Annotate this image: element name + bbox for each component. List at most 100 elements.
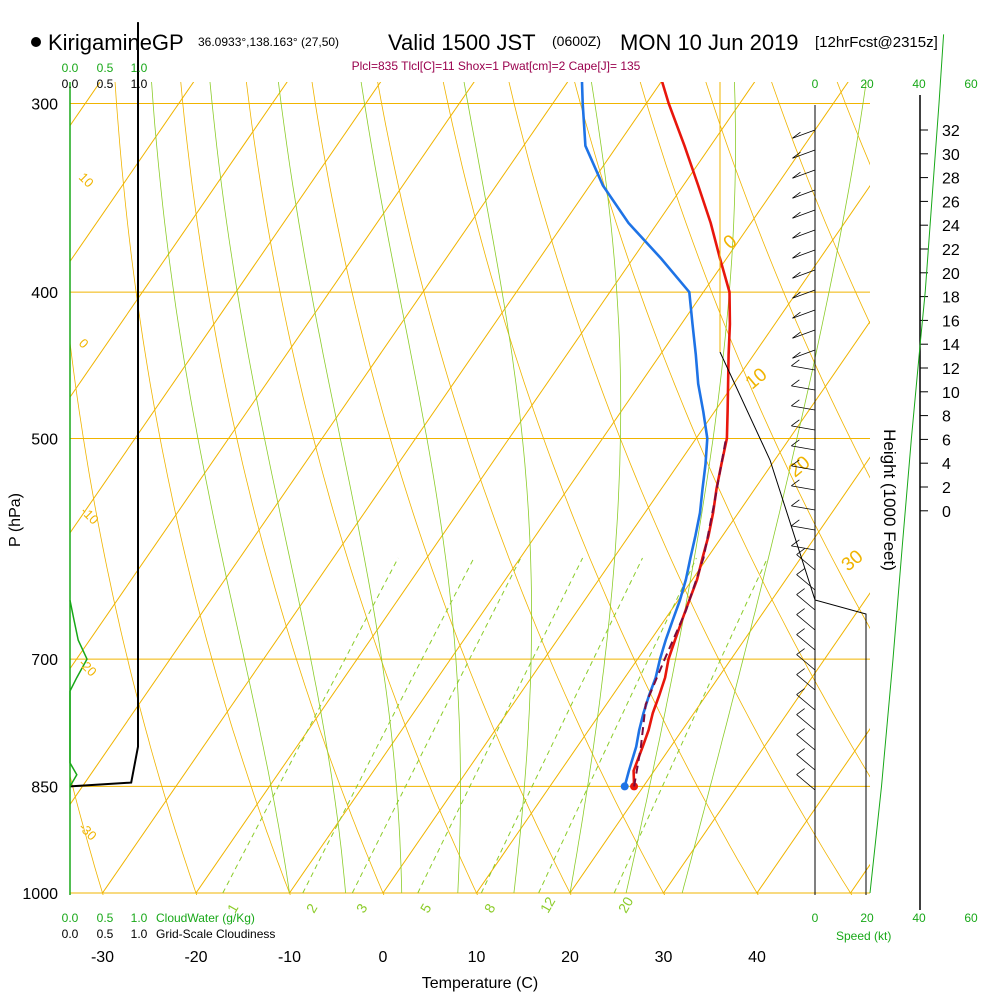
moist-adiabat <box>569 82 622 894</box>
wind-barb-flag <box>796 708 805 715</box>
wind-barb-flag <box>792 151 801 159</box>
speed-bottom-tick: 40 <box>912 911 926 925</box>
mixing-ratio-label: 2 <box>303 901 321 916</box>
mixing-ratio-line <box>480 557 643 894</box>
height-tick-label: 2 <box>942 480 951 497</box>
wind-barb <box>796 554 816 571</box>
cloudiness-bottom-tick: 0.5 <box>97 927 114 941</box>
wind-barb <box>796 574 816 591</box>
wind-barb <box>791 525 816 531</box>
wind-barb <box>792 349 816 359</box>
mixing-ratio-label: 3 <box>353 901 371 916</box>
cloudwater-bottom-tick: 1.0 <box>131 911 148 925</box>
moist-adiabat <box>151 82 290 894</box>
isotherm-line <box>569 456 870 894</box>
pressure-tick-label: 850 <box>31 779 58 796</box>
station-marker-icon <box>31 37 41 47</box>
wind-barb <box>796 614 816 631</box>
wind-panel-boundary <box>719 351 867 895</box>
cloudwater-profile <box>69 600 88 787</box>
wind-barb-flag <box>791 379 800 387</box>
mixing-ratio-line <box>222 557 399 894</box>
wind-barb-flag <box>791 359 800 367</box>
mixing-ratio-line <box>351 557 522 894</box>
cloudwater-top-tick: 0.0 <box>62 61 79 75</box>
wind-barb <box>791 545 816 551</box>
speed-top-tick: 0 <box>812 77 819 91</box>
temperature-line <box>632 82 732 787</box>
x-tick-label: 30 <box>655 949 673 966</box>
moist-adiabat <box>209 82 346 894</box>
height-tick-label: 6 <box>942 432 951 449</box>
height-tick-label: 26 <box>942 194 960 211</box>
dry-adiabat <box>574 82 870 778</box>
dry-adiabat-label: 0 <box>76 336 92 352</box>
wind-barb-flag <box>791 459 800 467</box>
height-tick-label: 28 <box>942 171 960 188</box>
speed-bottom-tick: 0 <box>812 911 819 925</box>
isotherm-line <box>195 82 756 894</box>
wind-barb-flag <box>796 568 805 575</box>
dry-adiabat <box>771 82 870 325</box>
mixing-ratio-label: 12 <box>537 894 559 916</box>
mixing-ratio-line <box>302 557 475 894</box>
wind-barb-flag <box>796 588 805 595</box>
cloudwater-top-tick: 0.5 <box>97 61 114 75</box>
forecast-info: [12hrFcst@2315z] <box>815 34 938 51</box>
wind-barb <box>792 149 816 159</box>
isotherm-line <box>70 82 569 806</box>
wind-barb <box>792 229 816 239</box>
wind-barb-flag <box>792 251 801 259</box>
dry-adiabat <box>114 82 291 895</box>
wind-barb-flag <box>792 331 801 339</box>
x-tick-label: 0 <box>379 949 388 966</box>
moist-adiabat <box>463 82 532 894</box>
height-profile-line <box>869 34 945 894</box>
x-tick-label: -10 <box>278 949 301 966</box>
wind-barb <box>796 674 816 691</box>
wind-barb-flag <box>796 688 805 695</box>
wind-barb <box>792 209 816 219</box>
speed-top-tick: 20 <box>860 77 874 91</box>
speed-top-tick: 40 <box>912 77 926 91</box>
dry-adiabat <box>180 82 385 895</box>
utc-time: (0600Z) <box>552 33 601 49</box>
moist-adiabat <box>360 82 461 894</box>
height-tick-label: 18 <box>942 290 960 307</box>
wind-barb <box>796 594 816 611</box>
isotherm-line <box>70 82 475 670</box>
x-tick-label: -30 <box>91 949 114 966</box>
wind-barb <box>791 505 816 511</box>
wind-barb-flag <box>791 479 800 487</box>
height-tick-label: 8 <box>942 409 951 426</box>
wind-barb <box>792 169 816 179</box>
height-tick-label: 32 <box>942 123 960 140</box>
isotherm-line <box>289 82 849 894</box>
wind-barb <box>791 385 816 391</box>
wind-barb-flag <box>791 499 800 507</box>
wind-barb-flag <box>791 539 800 547</box>
mixing-ratio-line <box>538 557 697 894</box>
chart-series <box>580 82 732 791</box>
height-tick-label: 24 <box>942 218 960 235</box>
wind-barb-flag <box>796 648 805 655</box>
wind-barb <box>792 289 816 299</box>
wind-barb-flag <box>796 748 805 755</box>
mixing-ratio-label: 5 <box>417 901 435 916</box>
wind-barb-flag <box>791 439 800 447</box>
plot-frame <box>70 82 870 895</box>
speed-axis-label: Speed (kt) <box>836 929 891 943</box>
wind-barb-flag <box>792 131 801 139</box>
pressure-tick-label: 500 <box>31 431 58 448</box>
wind-barb-flag <box>792 291 801 299</box>
height-tick-label: 30 <box>942 147 960 164</box>
cloudiness-top-tick: 0.5 <box>97 77 114 91</box>
dewpoint-surface-point <box>620 782 629 791</box>
height-tick-label: 16 <box>942 313 960 330</box>
dry-adiabat-label: 10 <box>76 170 97 191</box>
wind-barb <box>792 249 816 259</box>
isotherm-line <box>102 82 662 894</box>
cloudiness-bottom-tick: 0.0 <box>62 927 79 941</box>
wind-barb <box>791 405 816 411</box>
